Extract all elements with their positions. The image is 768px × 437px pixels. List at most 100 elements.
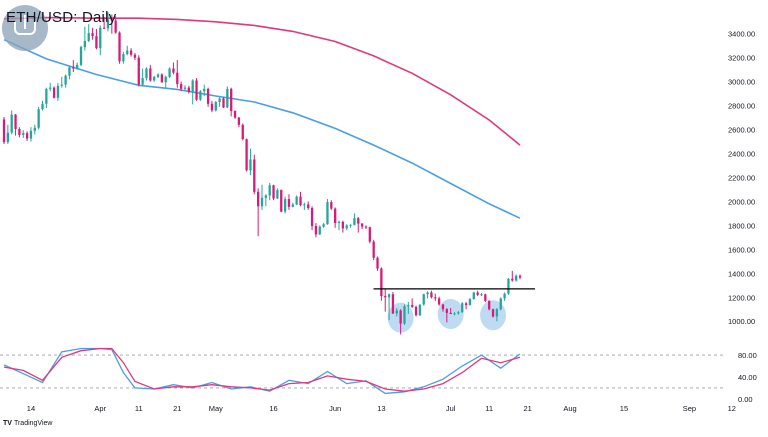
moving-averages xyxy=(3,16,521,219)
candle-body xyxy=(141,78,144,85)
brand-footer: TV TradingView xyxy=(3,420,52,427)
candle-body xyxy=(518,275,522,278)
candle-body xyxy=(426,292,429,295)
candle-body xyxy=(318,226,321,235)
candle-body xyxy=(179,84,183,89)
candle-body xyxy=(472,292,475,300)
price-tick-label: 1800.00 xyxy=(728,221,755,230)
price-tick-label: 3400.00 xyxy=(728,30,755,39)
candle-body xyxy=(445,309,448,313)
tradingview-logo-icon: TV xyxy=(3,420,12,427)
candles xyxy=(2,12,522,335)
candle-body xyxy=(214,102,217,111)
candle-body xyxy=(441,304,445,310)
candle-body xyxy=(64,75,67,85)
candle-body xyxy=(49,87,52,89)
candle-body xyxy=(376,257,379,269)
price-tick-label: 1200.00 xyxy=(728,293,755,302)
candle-body xyxy=(133,54,137,58)
osc-tick-label: 40.00 xyxy=(738,373,757,382)
candle-body xyxy=(464,303,468,306)
price-axis: 3400.00 3200.00 3000.00 2800.00 2600.00 2400.… xyxy=(728,30,755,326)
candle-body xyxy=(399,310,402,324)
candle-body xyxy=(280,190,283,212)
price-tick-label: 2400.00 xyxy=(728,150,755,159)
time-tick-label: 21 xyxy=(524,404,532,413)
stoch-k-line xyxy=(3,347,521,395)
price-tick-label: 1000.00 xyxy=(728,317,755,326)
price-tick-label: 1400.00 xyxy=(728,269,755,278)
candle-body xyxy=(411,305,414,307)
stoch-d-line xyxy=(3,347,521,392)
candle-body xyxy=(461,303,464,313)
candle-body xyxy=(91,33,94,37)
brand-name: TradingView xyxy=(13,420,53,427)
osc-tick-label: 80.00 xyxy=(738,351,757,360)
ma-100-line xyxy=(3,38,521,219)
candle-body xyxy=(330,202,333,209)
candle-body xyxy=(56,85,60,98)
price-tick-label: 2000.00 xyxy=(728,197,755,206)
candle-body xyxy=(349,224,352,226)
candle-body xyxy=(60,84,63,86)
candle-body xyxy=(303,204,306,206)
price-tick-label: 3000.00 xyxy=(728,78,755,87)
candle-body xyxy=(476,292,479,295)
candle-body xyxy=(137,57,140,85)
candle-body xyxy=(102,27,106,29)
candle-body xyxy=(260,197,264,207)
candle-body xyxy=(210,103,214,111)
candle-body xyxy=(187,87,190,92)
candle-body xyxy=(110,19,113,21)
candle-body xyxy=(407,305,410,307)
time-tick-label: 16 xyxy=(269,404,277,413)
price-tick-label: 2800.00 xyxy=(728,102,755,111)
candle-body xyxy=(484,294,487,301)
candle-body xyxy=(437,298,441,305)
time-tick-label: 14 xyxy=(27,404,35,413)
candle-body xyxy=(353,218,356,225)
candle-body xyxy=(206,88,210,104)
candle-body xyxy=(145,68,148,79)
candle-body xyxy=(176,72,179,85)
candle-body xyxy=(168,68,171,77)
time-tick-label: Apr xyxy=(94,404,106,413)
candle-body xyxy=(418,304,422,316)
time-axis: 14 Apr 11 21 May 16 Jun 13 Jul 11 21 Aug 15 Sep 12 xyxy=(27,404,736,413)
candle-body xyxy=(2,119,6,143)
candle-body xyxy=(153,76,156,81)
candle-body xyxy=(118,32,121,62)
time-tick-label: 11 xyxy=(485,404,493,413)
candle-body xyxy=(95,36,98,49)
candle-body xyxy=(99,27,102,49)
candle-body xyxy=(449,312,452,315)
candle-body xyxy=(122,54,125,62)
candle-body xyxy=(334,208,337,224)
candle-body xyxy=(68,67,71,76)
time-tick-label: 21 xyxy=(173,404,181,413)
candle-body xyxy=(218,98,221,103)
candle-body xyxy=(172,68,175,73)
candle-body xyxy=(233,111,237,118)
price-tick-label: 1600.00 xyxy=(728,245,755,254)
candle-body xyxy=(391,294,395,314)
candle-body xyxy=(314,226,318,235)
candle-body xyxy=(72,67,75,69)
price-tick-label: 2200.00 xyxy=(728,173,755,182)
candle-body xyxy=(195,80,198,100)
candle-body xyxy=(256,191,260,207)
candle-body xyxy=(430,292,433,298)
candle-body xyxy=(422,294,425,305)
candle-body xyxy=(183,87,187,89)
candle-body xyxy=(52,87,56,98)
candle-body xyxy=(276,190,279,199)
time-tick-label: 12 xyxy=(728,404,736,413)
candle-body xyxy=(106,19,110,29)
chart-title: ETH/USD: Daily xyxy=(6,9,117,26)
candle-body xyxy=(129,50,133,55)
candle-body xyxy=(230,88,233,112)
candle-body xyxy=(6,132,10,143)
candle-body xyxy=(380,268,383,297)
